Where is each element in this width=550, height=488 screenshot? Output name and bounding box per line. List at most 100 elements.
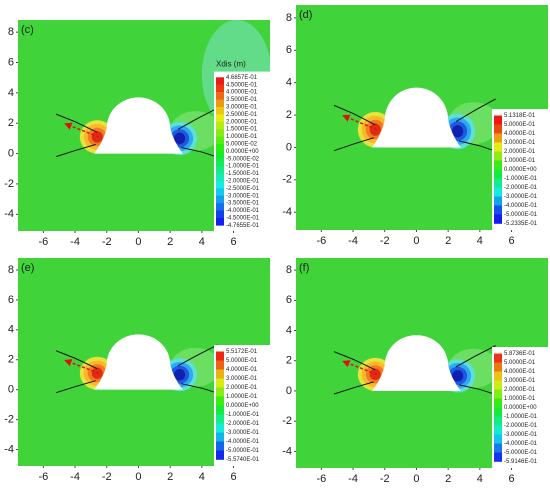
- colorbar-band: [494, 380, 502, 390]
- colorbar-label: -5.5740E-01: [226, 457, 260, 463]
- y-tick-label: -4: [282, 445, 292, 457]
- colorbar-band: [216, 423, 224, 433]
- colorbar-label: 2.0000E-01: [504, 149, 536, 155]
- colorbar-band: [216, 106, 224, 115]
- colorbar-band: [216, 99, 224, 108]
- x-tick-label: 6: [230, 236, 236, 248]
- x-tick-label: 0: [413, 473, 419, 485]
- colorbar-band: [494, 142, 502, 152]
- colorbar-band: [494, 434, 502, 444]
- y-tick-label: 8: [286, 12, 292, 24]
- colorbar-band: [494, 353, 502, 363]
- bolt-line: [333, 104, 376, 126]
- y-tick-label: 8: [8, 26, 14, 38]
- colorbar-label: 0.0000E+00: [504, 167, 537, 173]
- bolt-line: [177, 344, 218, 367]
- y-tick-label: 6: [286, 294, 292, 306]
- x-tick-label: -2: [102, 236, 112, 248]
- colorbar-band: [216, 151, 224, 159]
- colorbar-label: -2.0000E-01: [226, 178, 260, 184]
- colorbar-title: Xdis (m): [216, 60, 246, 69]
- colorbar-label: -5.0000E-01: [504, 212, 538, 218]
- colorbar-band: [216, 143, 224, 152]
- colorbar-band: [494, 115, 502, 125]
- x-tick-label: 2: [445, 473, 451, 485]
- x-tick-label: -6: [316, 235, 326, 247]
- colorbar-label: 3.5000E-01: [226, 97, 258, 103]
- colorbar-band: [216, 360, 224, 370]
- colorbar-band: [494, 151, 502, 161]
- y-tick-label: -4: [4, 443, 14, 455]
- bolt-line: [333, 137, 374, 152]
- displacement-arrow: [64, 122, 100, 138]
- colorbar-label: 5.0000E-01: [226, 358, 258, 364]
- y-tick-label: 0: [286, 141, 292, 153]
- colorbar-band: [494, 407, 502, 417]
- displacement-arrow: [342, 114, 378, 131]
- y-tick-label: 6: [8, 294, 14, 306]
- y-tick-label: -2: [282, 174, 292, 186]
- bolt-line: [55, 350, 98, 370]
- colorbar-label: -5.2335E-01: [504, 221, 538, 227]
- colorbar-label: 2.0000E-01: [226, 119, 258, 125]
- panel-label: (e): [21, 262, 34, 274]
- colorbar-band: [216, 414, 224, 424]
- x-tick-label: 6: [508, 235, 514, 247]
- x-tick-label: 4: [477, 473, 483, 485]
- colorbar-label: -2.5000E-01: [226, 186, 260, 192]
- colorbar-label: -4.0000E-01: [504, 203, 538, 209]
- colorbar-label: -1.0000E-01: [504, 414, 538, 420]
- colorbar-band: [216, 166, 224, 174]
- colorbar-label: -1.0000E-01: [504, 176, 538, 182]
- colorbar-band: [494, 187, 502, 197]
- bolt-line: [177, 107, 218, 130]
- colorbar-label: -2.0000E-01: [504, 423, 538, 429]
- colorbar-band: [216, 180, 224, 189]
- y-tick-label: 8: [286, 264, 292, 276]
- colorbar-label: 3.0000E-01: [226, 104, 258, 110]
- colorbar-label: 1.0000E-01: [226, 394, 258, 400]
- y-tick-label: 2: [8, 117, 14, 129]
- colorbar-band: [494, 362, 502, 372]
- colorbar-label: 4.0000E-01: [226, 90, 258, 96]
- y-tick-label: 6: [286, 44, 292, 56]
- y-tick-label: 2: [8, 354, 14, 366]
- colorbar-label: -3.0000E-01: [226, 193, 260, 199]
- colorbar-label: 4.0000E-01: [226, 367, 258, 373]
- colorbar-band: [494, 169, 502, 179]
- colorbar-label: 0.0000E+00: [226, 403, 259, 409]
- colorbar-band: [216, 77, 224, 85]
- panel-label: (c): [21, 24, 34, 36]
- colorbar-label: 5.1318E-01: [504, 113, 536, 119]
- colorbar-label: -3.5000E-01: [226, 201, 260, 207]
- right-lobe: [174, 132, 186, 145]
- tunnel: [94, 97, 183, 154]
- x-tick-label: -2: [102, 471, 112, 483]
- colorbar-label: 4.5000E-01: [226, 82, 258, 88]
- colorbar-label: 1.0000E-01: [226, 134, 258, 140]
- tunnel: [94, 334, 183, 390]
- x-tick-label: 2: [445, 235, 451, 247]
- displacement-arrow: [64, 359, 100, 374]
- colorbar-band: [216, 369, 224, 379]
- x-tick-label: -4: [70, 236, 80, 248]
- colorbar-band: [494, 133, 502, 143]
- y-tick-label: 6: [8, 56, 14, 68]
- colorbar-band: [216, 432, 224, 442]
- colorbar-band: [494, 443, 502, 453]
- colorbar-label: -4.0000E-01: [226, 208, 260, 214]
- colorbar-band: [216, 158, 224, 167]
- colorbar-label: 1.5000E-01: [226, 127, 258, 133]
- right-lobe: [452, 125, 464, 138]
- x-tick-label: -4: [348, 473, 358, 485]
- panel-label: (d): [299, 9, 312, 21]
- y-tick-label: 0: [8, 147, 14, 159]
- x-tick-label: -6: [316, 473, 326, 485]
- colorbar-label: 3.0000E-01: [504, 378, 536, 384]
- colorbar-label: 2.0000E-01: [504, 387, 536, 393]
- right-lobe: [452, 370, 464, 382]
- colorbar-band: [216, 450, 224, 460]
- tunnel: [372, 87, 461, 148]
- y-tick-label: -2: [282, 415, 292, 427]
- colorbar-band: [216, 195, 224, 204]
